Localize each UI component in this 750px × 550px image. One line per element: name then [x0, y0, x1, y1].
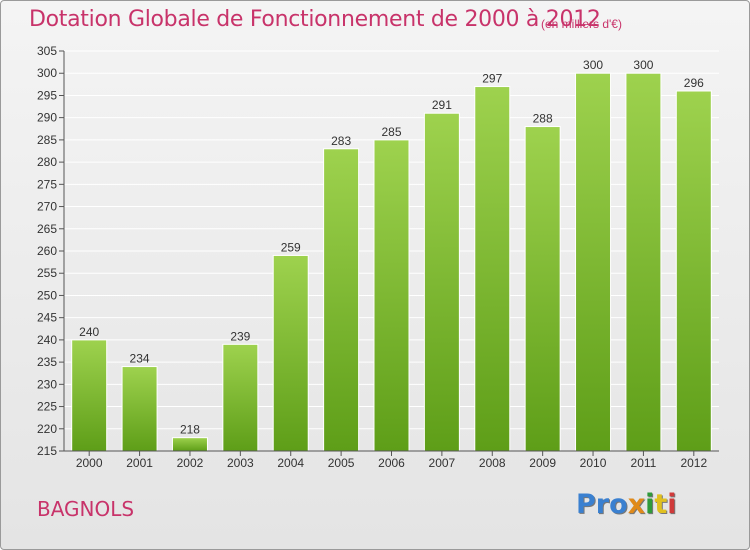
- x-tick-label: 2002: [177, 456, 204, 470]
- y-tick-label: 265: [37, 222, 57, 236]
- y-tick-label: 295: [37, 88, 57, 102]
- x-tick-label: 2012: [680, 456, 707, 470]
- commune-name: BAGNOLS: [37, 497, 135, 521]
- logo-letter: x: [627, 489, 646, 520]
- bar-value-label: 297: [482, 72, 502, 86]
- bar: [272, 254, 309, 452]
- bar-value-label: 296: [684, 76, 704, 90]
- bar: [675, 90, 712, 452]
- bar: [71, 339, 108, 452]
- bar-value-label: 300: [583, 58, 603, 72]
- chart-subtitle: (en milliers d'€): [541, 17, 622, 31]
- bar: [524, 126, 561, 452]
- bar-value-label: 288: [533, 112, 553, 126]
- bar: [323, 148, 360, 452]
- y-tick-label: 235: [37, 355, 57, 369]
- logo-letter: t: [654, 489, 668, 520]
- bar: [171, 437, 208, 452]
- bar-value-label: 259: [281, 240, 301, 254]
- y-tick-label: 260: [37, 244, 57, 258]
- chart-title: Dotation Globale de Fonctionnement de 20…: [29, 7, 601, 32]
- bar-value-label: 240: [79, 325, 99, 339]
- y-tick-label: 245: [37, 311, 57, 325]
- bar-value-label: 218: [180, 423, 200, 437]
- x-tick-label: 2009: [529, 456, 556, 470]
- x-tick-label: 2005: [328, 456, 355, 470]
- logo-letter: r: [595, 489, 610, 520]
- y-tick-label: 275: [37, 177, 57, 191]
- y-tick-label: 305: [37, 44, 57, 58]
- bar: [222, 343, 259, 452]
- x-tick-label: 2004: [277, 456, 304, 470]
- y-tick-label: 220: [37, 422, 57, 436]
- y-tick-label: 285: [37, 133, 57, 147]
- bar: [121, 366, 158, 452]
- x-tick-label: 2006: [378, 456, 405, 470]
- y-tick-label: 290: [37, 111, 57, 125]
- proxiti-logo[interactable]: Proxiti: [576, 489, 677, 529]
- bar-value-label: 234: [130, 352, 150, 366]
- bar-value-label: 300: [633, 58, 653, 72]
- bar: [423, 112, 460, 452]
- y-tick-label: 300: [37, 66, 57, 80]
- bar-value-label: 291: [432, 98, 452, 112]
- x-tick-label: 2001: [126, 456, 153, 470]
- y-tick-label: 270: [37, 200, 57, 214]
- y-tick-label: 280: [37, 155, 57, 169]
- x-tick-label: 2010: [580, 456, 607, 470]
- bar: [625, 72, 662, 452]
- logo-letter: o: [609, 489, 628, 520]
- bar: [575, 72, 612, 452]
- y-tick-label: 215: [37, 444, 57, 458]
- bar-value-label: 285: [381, 125, 401, 139]
- y-tick-label: 230: [37, 377, 57, 391]
- bar: [474, 86, 511, 452]
- x-tick-label: 2000: [76, 456, 103, 470]
- bar-value-label: 239: [230, 329, 250, 343]
- x-tick-label: 2011: [631, 456, 657, 470]
- logo-letter: i: [667, 489, 677, 520]
- x-tick-label: 2007: [429, 456, 456, 470]
- bar-value-label: 283: [331, 134, 351, 148]
- x-tick-label: 2003: [227, 456, 254, 470]
- logo-letter: P: [576, 489, 596, 520]
- y-tick-label: 250: [37, 288, 57, 302]
- y-axis-ticks: 215 220 225 230 235 240 245 250 255 260 265 270 275 2…: [37, 44, 64, 458]
- logo-letter: i: [645, 489, 655, 520]
- axes: [63, 51, 719, 452]
- x-axis-ticks: 2000 2001 2002 2003 2004 2005 2006 2007 2008 2009…: [76, 451, 707, 470]
- y-tick-label: 255: [37, 266, 57, 280]
- y-tick-label: 225: [37, 400, 57, 414]
- bar: [373, 139, 410, 452]
- y-tick-label: 240: [37, 333, 57, 347]
- x-tick-label: 2008: [479, 456, 506, 470]
- bars: 240 234 218 239 259 283 285 291 297 288 300 300 296: [71, 58, 712, 452]
